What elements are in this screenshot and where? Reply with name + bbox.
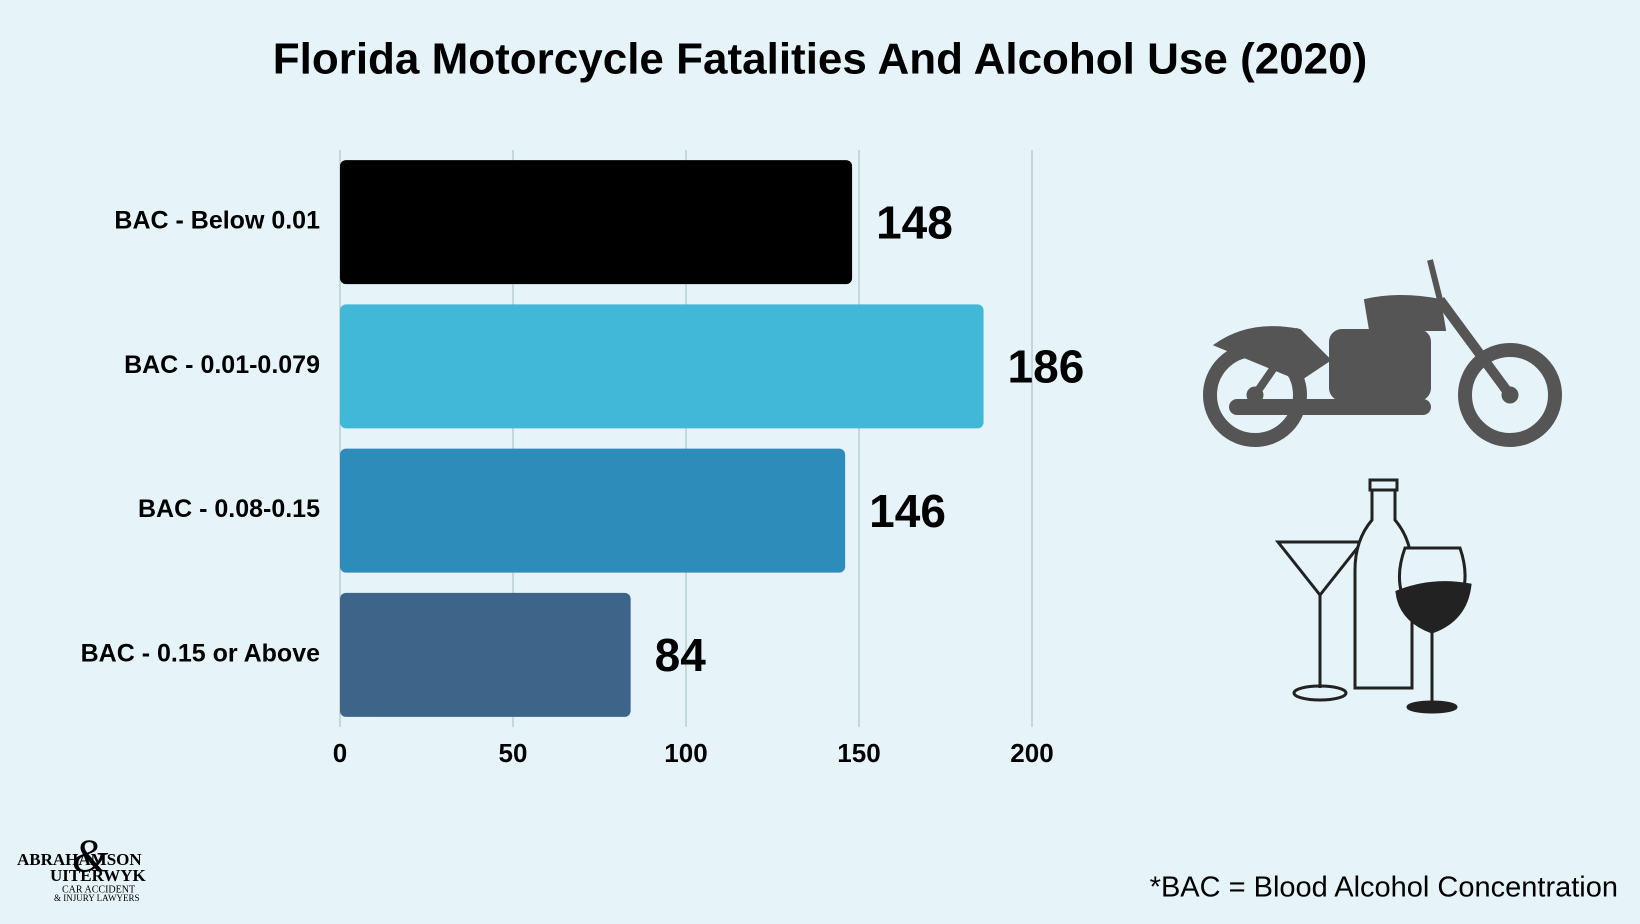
x-tick-label: 50 [499, 738, 528, 768]
y-tick-label: BAC - Below 0.01 [114, 207, 320, 235]
bar [340, 304, 984, 429]
x-tick-label: 150 [837, 738, 880, 768]
logo-text: CAR ACCIDENT [62, 884, 135, 895]
bar [340, 592, 631, 717]
bars [340, 160, 984, 717]
bar [340, 160, 853, 285]
value-label: 146 [869, 485, 946, 537]
value-label: 186 [1008, 341, 1085, 393]
footnote: *BAC = Blood Alcohol Concentration [1150, 872, 1618, 904]
value-label: 84 [655, 629, 707, 681]
motorcycle-icon [1203, 259, 1562, 447]
y-tick-label: BAC - 0.08-0.15 [138, 495, 320, 523]
logo-ampersand: & [72, 830, 109, 882]
x-tick-label: 0 [333, 738, 347, 768]
drinks-icon [1274, 478, 1472, 714]
chart-title: Florida Motorcycle Fatalities And Alcoho… [273, 35, 1368, 84]
x-tick-label: 100 [664, 738, 707, 768]
x-tick-label: 200 [1010, 738, 1053, 768]
logo-text: ABRAHAMSON [17, 850, 142, 869]
y-tick-label: BAC - 0.01-0.079 [124, 351, 320, 379]
logo-text: & INJURY LAWYERS [54, 893, 139, 903]
bar [340, 448, 846, 573]
logo-text: UITERWYK [50, 866, 147, 885]
y-tick-label: BAC - 0.15 or Above [81, 639, 321, 667]
value-label: 148 [876, 196, 953, 248]
